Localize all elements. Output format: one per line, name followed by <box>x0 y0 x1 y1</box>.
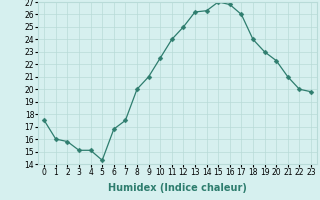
X-axis label: Humidex (Indice chaleur): Humidex (Indice chaleur) <box>108 183 247 193</box>
